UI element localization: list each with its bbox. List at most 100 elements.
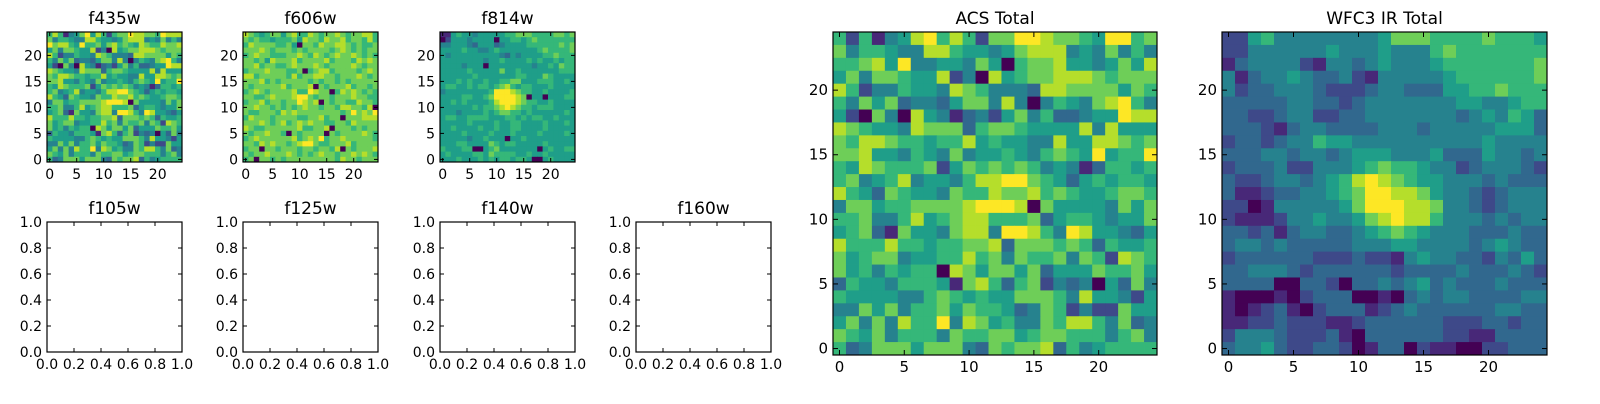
heatmap-cell [144, 84, 150, 90]
heatmap-cell [1287, 44, 1301, 59]
heatmap-cell [259, 130, 265, 137]
heatmap-cell [264, 156, 271, 163]
heatmap-cell [176, 136, 183, 142]
heatmap-cell [962, 264, 976, 278]
heatmap-cell [95, 156, 102, 163]
heatmap-cell [1300, 161, 1314, 175]
heatmap-cell [1014, 329, 1028, 343]
heatmap-cell [1079, 83, 1093, 97]
heatmap-cell [1417, 342, 1431, 356]
heatmap-cell [553, 125, 560, 132]
heatmap-cell [302, 151, 309, 158]
heatmap-cell [515, 151, 522, 158]
heatmap-cell [858, 225, 873, 240]
heatmap-cell [248, 130, 255, 137]
heatmap-cell [975, 251, 989, 265]
heatmap-cell [884, 161, 899, 175]
heatmap-cell [526, 37, 533, 43]
heatmap-cell [307, 110, 314, 116]
heatmap-cell [542, 110, 549, 116]
heatmap-cell [975, 70, 989, 85]
heatmap-cell [949, 32, 963, 46]
heatmap-cell [1079, 96, 1093, 110]
heatmap-cell [1495, 70, 1509, 85]
heatmap-cell [472, 99, 479, 106]
heatmap-cell [1092, 161, 1106, 175]
heatmap-cell [95, 141, 102, 147]
heatmap-cell [1040, 32, 1054, 46]
heatmap-cell [318, 42, 325, 48]
heatmap-cell [472, 130, 479, 137]
heatmap-cell [1274, 225, 1288, 240]
heatmap-cell [897, 122, 912, 136]
heatmap-cell [1495, 96, 1509, 110]
heatmap-cell [275, 120, 282, 126]
heatmap-cell [1235, 212, 1249, 227]
heatmap-cell [962, 57, 976, 72]
heatmap-cell [488, 37, 495, 43]
heatmap-cell [1326, 290, 1340, 304]
heatmap-cell [450, 78, 457, 85]
heatmap-cell [47, 42, 53, 48]
y-tick-label: 5 [1207, 275, 1217, 293]
heatmap-cell [47, 73, 53, 80]
heatmap-cell [537, 84, 543, 90]
heatmap-cell [47, 89, 53, 95]
heatmap-cell [472, 120, 479, 126]
heatmap-cell [858, 135, 873, 149]
heatmap-cell [149, 89, 156, 95]
heatmap-cell [531, 99, 538, 106]
heatmap-cell [962, 135, 976, 149]
heatmap-cell [461, 47, 468, 54]
heatmap-cell [351, 47, 357, 54]
heatmap-cell [155, 58, 161, 64]
heatmap-cell [313, 120, 319, 126]
heatmap-cell [1027, 238, 1041, 253]
heatmap-cell [1235, 96, 1249, 110]
heatmap-cell [1144, 329, 1158, 343]
heatmap-cell [84, 52, 91, 59]
heatmap-cell [318, 52, 325, 59]
heatmap-cell [845, 109, 860, 123]
heatmap-cell [367, 42, 373, 48]
heatmap-cell [122, 99, 129, 106]
heatmap-cell [456, 99, 462, 106]
heatmap-cell [1027, 251, 1041, 265]
heatmap-cell [1300, 109, 1314, 123]
heatmap-cell [499, 104, 506, 111]
heatmap-cell [526, 47, 533, 54]
heatmap-cell [897, 44, 912, 59]
heatmap-cell [106, 130, 113, 137]
heatmap-cell [542, 47, 549, 54]
heatmap-cell [1378, 96, 1392, 110]
heatmap-cell [445, 32, 452, 38]
heatmap-cell [499, 58, 506, 64]
heatmap-cell [291, 42, 298, 48]
heatmap-cell [1235, 174, 1249, 188]
heatmap-cell [1248, 32, 1262, 46]
heatmap-cell [845, 70, 860, 85]
heatmap-cell [845, 96, 860, 110]
heatmap-cell [504, 156, 511, 163]
heatmap-cell [74, 47, 80, 54]
heatmap-cell [1014, 161, 1028, 175]
heatmap-cell [1521, 277, 1535, 291]
heatmap-cell [286, 84, 292, 90]
heatmap-cell [264, 58, 271, 64]
heatmap-cell [334, 94, 341, 100]
heatmap-cell [569, 125, 576, 132]
heatmap-cell [329, 42, 336, 48]
heatmap-cell [63, 110, 69, 116]
heatmap-cell [297, 63, 303, 69]
heatmap-cell [858, 212, 873, 227]
heatmap-cell [340, 68, 346, 74]
heatmap-cell [106, 78, 113, 85]
heatmap-cell [160, 110, 167, 116]
heatmap-cell [122, 130, 129, 137]
heatmap-cell [833, 329, 847, 343]
heatmap-cell [923, 70, 938, 85]
heatmap-cell [95, 47, 102, 54]
heatmap-cell [253, 115, 260, 121]
heatmap-cell [79, 42, 86, 48]
heatmap-cell [858, 277, 873, 291]
